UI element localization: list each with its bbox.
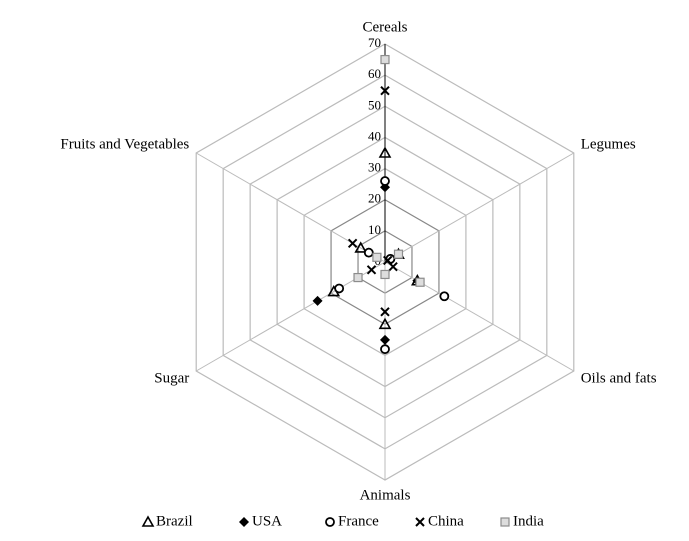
marker xyxy=(388,261,398,272)
marker xyxy=(312,295,323,306)
marker xyxy=(380,269,390,280)
marker xyxy=(325,517,335,527)
r-tick-label: 70 xyxy=(368,35,381,50)
marker xyxy=(363,247,374,258)
marker xyxy=(380,334,390,345)
marker xyxy=(372,252,382,262)
marker xyxy=(380,307,390,317)
r-tick-label: 30 xyxy=(368,160,381,175)
marker xyxy=(415,277,425,287)
r-tick-label: 10 xyxy=(368,222,381,237)
category-label: Sugar xyxy=(154,370,189,386)
marker xyxy=(353,272,363,283)
marker xyxy=(378,146,392,158)
spoke xyxy=(384,152,575,263)
marker xyxy=(378,317,392,330)
r-tick-label: 50 xyxy=(368,97,381,112)
marker xyxy=(347,238,358,249)
marker xyxy=(141,515,155,527)
marker xyxy=(380,176,390,186)
legend-label: USA xyxy=(252,513,282,529)
marker xyxy=(380,54,390,65)
spoke xyxy=(195,152,386,263)
category-label: Legumes xyxy=(581,136,636,152)
marker xyxy=(380,344,390,355)
legend-label: France xyxy=(338,513,379,529)
category-label: Fruits and Vegetables xyxy=(60,136,189,152)
marker xyxy=(366,265,377,275)
marker xyxy=(439,291,450,302)
legend-label: Brazil xyxy=(156,513,193,529)
marker xyxy=(415,517,425,527)
marker xyxy=(393,249,404,259)
spoke xyxy=(384,261,575,372)
r-tick-label: 60 xyxy=(368,66,381,81)
r-tick-label: 40 xyxy=(368,128,381,143)
r-tick-label: 20 xyxy=(368,191,381,206)
marker xyxy=(354,241,368,253)
marker xyxy=(334,283,345,294)
category-label: Cereals xyxy=(363,19,408,35)
marker xyxy=(239,517,249,527)
marker xyxy=(380,86,390,96)
legend-label: India xyxy=(513,513,544,529)
category-label: Oils and fats xyxy=(581,370,657,386)
marker xyxy=(500,517,510,527)
category-label: Animals xyxy=(360,487,411,503)
legend-label: China xyxy=(428,513,464,529)
